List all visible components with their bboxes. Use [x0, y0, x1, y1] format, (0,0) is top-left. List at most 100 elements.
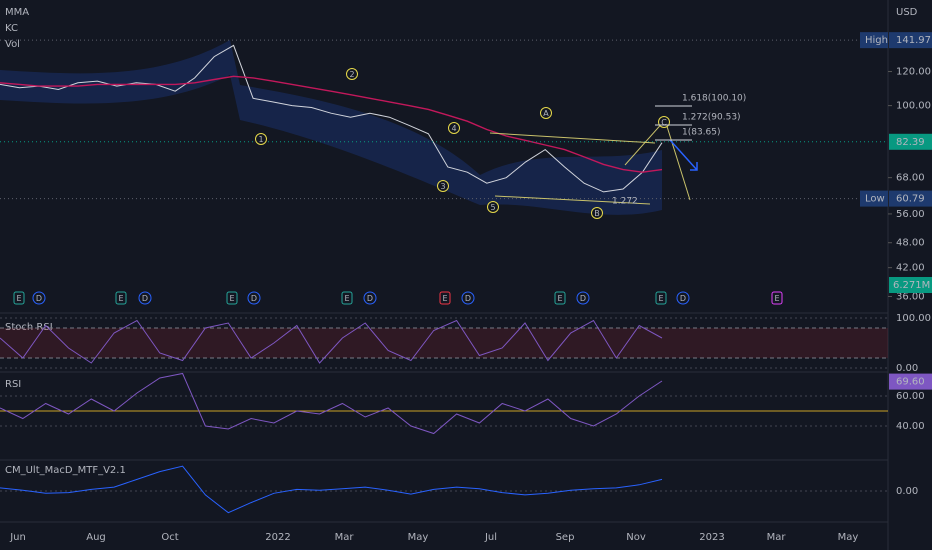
x-tick-label: Sep: [556, 532, 575, 543]
badge-label: High: [865, 35, 888, 46]
event-label: E: [16, 294, 21, 303]
event-label: E: [774, 294, 779, 303]
badge-label: Low: [865, 194, 885, 205]
event-label: E: [557, 294, 562, 303]
wave-label: 3: [440, 182, 445, 191]
event-label: D: [251, 294, 257, 303]
y-tick-label: 100.00: [896, 313, 931, 324]
currency: USD: [896, 7, 918, 18]
event-label: E: [442, 294, 447, 303]
x-tick-label: 2022: [265, 532, 290, 543]
x-tick-label: May: [408, 532, 429, 543]
event-marker: [32, 291, 46, 305]
event-marker: [461, 291, 475, 305]
event-label: D: [580, 294, 586, 303]
event-label: E: [118, 294, 123, 303]
event-marker: [554, 291, 566, 305]
y-tick-label: 120.00: [896, 67, 931, 78]
x-tick-label: Mar: [335, 532, 355, 543]
x-tick-label: Nov: [626, 532, 646, 543]
event-marker: [655, 291, 667, 305]
event-marker: [226, 291, 238, 305]
wave-marker: [591, 207, 603, 219]
badge-value: 82.39: [896, 137, 925, 148]
wave-marker: [255, 133, 267, 145]
fib-label: 1.272(90.53): [682, 113, 741, 123]
event-label: D: [680, 294, 686, 303]
wave-label: B: [594, 209, 600, 218]
x-tick-label: May: [838, 532, 859, 543]
y-tick-label: 48.00: [896, 238, 925, 249]
indicator-line: [0, 319, 663, 364]
pane-title: CM_Ult_MacD_MTF_V2.1: [5, 465, 126, 476]
volume-badge: [889, 277, 932, 293]
legend-item: MMA: [5, 7, 29, 18]
forecast-arrow: [669, 139, 698, 171]
y-tick-label: 40.00: [896, 421, 925, 432]
x-tick-label: Jul: [484, 532, 497, 543]
event-marker: [363, 291, 377, 305]
event-label: E: [658, 294, 663, 303]
y-tick-label: 60.00: [896, 391, 925, 402]
pane-title: RSI: [5, 379, 21, 390]
fib-label: 1.618(100.10): [682, 94, 746, 104]
pane-separators: [0, 0, 889, 550]
event-marker: [439, 291, 451, 305]
event-label: D: [142, 294, 148, 303]
indicator-line: [0, 372, 663, 435]
event-label: E: [344, 294, 349, 303]
event-marker: [771, 291, 783, 305]
wave-label: 1: [258, 135, 263, 144]
event-label: E: [229, 294, 234, 303]
badge-value: 141.97: [896, 35, 931, 46]
wave-label: C: [661, 118, 667, 127]
y-tick-label: 36.00: [896, 291, 925, 302]
event-marker: [676, 291, 690, 305]
event-marker: [115, 291, 127, 305]
y-tick-label: 68.00: [896, 173, 925, 184]
wave-label: 2: [349, 70, 354, 79]
stoch-band: [0, 328, 888, 358]
wave-marker: [540, 107, 552, 119]
y-tick-label: 100.00: [896, 101, 931, 112]
event-marker: [576, 291, 590, 305]
badge: [889, 133, 932, 150]
x-tick-label: Oct: [161, 532, 178, 543]
indicator-line: [0, 465, 663, 514]
y-tick-label: 56.00: [896, 209, 925, 220]
volume-badge-value: 6.271M: [893, 280, 930, 291]
wave-marker: [437, 180, 449, 192]
fib-label: 1(83.65): [682, 128, 721, 138]
x-tick-label: Jun: [9, 532, 26, 543]
wave-label: 5: [490, 203, 495, 212]
event-label: D: [465, 294, 471, 303]
wave-label: A: [543, 109, 549, 118]
fib-label: 1.272: [612, 197, 638, 207]
badge-value: 69.60: [896, 377, 925, 388]
event-label: D: [367, 294, 373, 303]
x-tick-label: Aug: [86, 532, 106, 543]
event-marker: [138, 291, 152, 305]
x-tick-label: Mar: [767, 532, 787, 543]
badge: [889, 373, 932, 390]
badge-bg: [860, 190, 888, 207]
y-tick-label: 42.00: [896, 263, 925, 274]
badge: [889, 190, 932, 207]
event-marker: [341, 291, 353, 305]
ma-line: [0, 75, 663, 173]
wave-marker: [487, 201, 499, 213]
y-tick-label: 0.00: [896, 363, 918, 374]
event-marker: [247, 291, 261, 305]
event-label: D: [36, 294, 42, 303]
badge: [889, 32, 932, 49]
wave-marker: [346, 68, 358, 80]
badge-bg: [860, 32, 888, 49]
event-marker: [13, 291, 25, 305]
wave-marker: [448, 122, 460, 134]
y-tick-label: 0.00: [896, 486, 918, 497]
x-tick-label: 2023: [699, 532, 724, 543]
badge-value: 60.79: [896, 194, 925, 205]
legend-item: KC: [5, 23, 18, 34]
